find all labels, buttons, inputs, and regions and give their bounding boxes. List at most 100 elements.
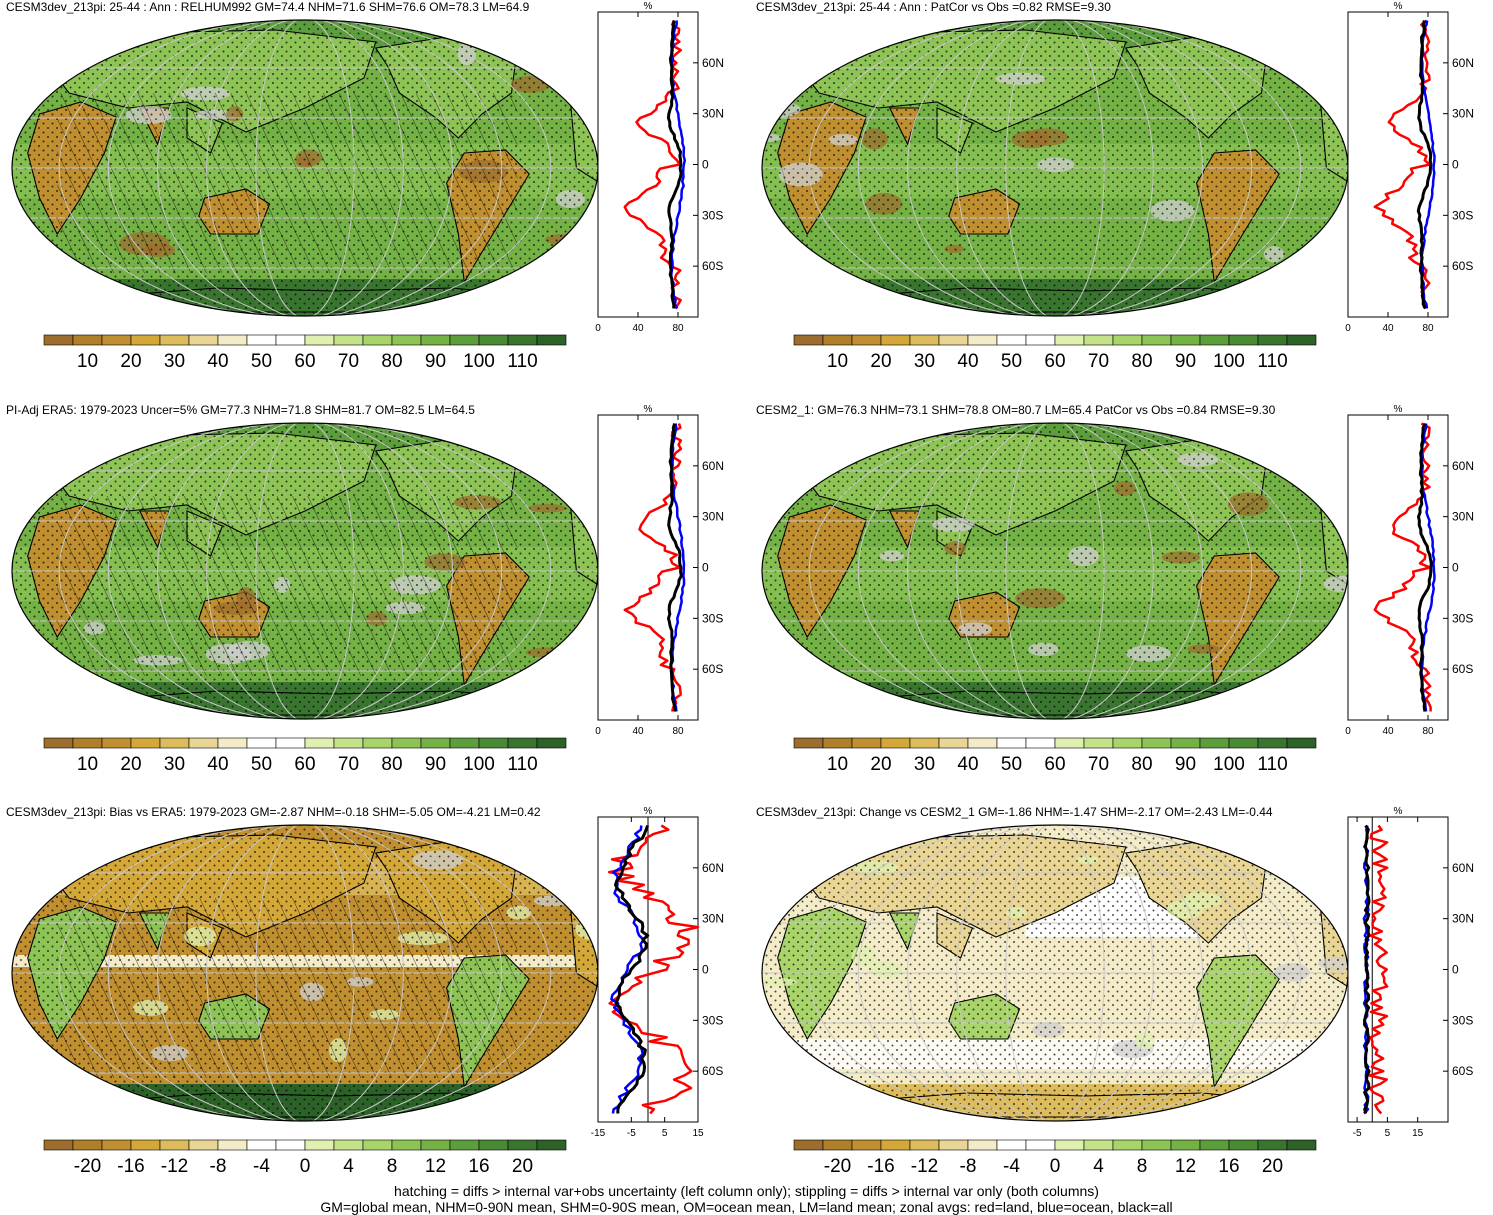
colorbar-swatch (43, 737, 74, 749)
zonal-lat-label: 60S (702, 662, 723, 676)
colorbar-swatch (304, 334, 335, 346)
colorbar-swatch (1228, 334, 1259, 346)
colorbar-swatch (793, 334, 824, 346)
colorbar-swatch (362, 737, 393, 749)
zonal-unit-label: % (1394, 404, 1403, 415)
colorbar-swatch (909, 334, 940, 346)
zonal-lat-label: 0 (702, 963, 709, 977)
colorbar-swatch (1257, 334, 1288, 346)
zonal-x-tick-label: -5 (1353, 1128, 1362, 1139)
world-map (11, 422, 599, 720)
colorbar-swatch (1170, 1139, 1201, 1151)
zonal-lat-label: 60N (1452, 56, 1474, 70)
colorbar-swatch (188, 737, 219, 749)
colorbar-swatch (362, 1139, 393, 1151)
colorbar-label: -16 (117, 1156, 144, 1177)
colorbar-label: 50 (1001, 351, 1022, 372)
zonal-all-curve (1416, 20, 1433, 310)
colorbar-swatch (72, 334, 103, 346)
colorbar-swatch (851, 1139, 882, 1151)
colorbar-swatch (130, 1139, 161, 1151)
colorbar-label: 40 (207, 351, 228, 372)
colorbar-label: 100 (1213, 754, 1245, 775)
colorbar-label: -4 (1003, 1156, 1020, 1177)
world-map (761, 19, 1349, 317)
zonal-x-tick-label: 80 (1422, 323, 1434, 334)
map-panel: % 60N 30N 0 30S 60S 0 40 80 10 20 30 40 50 60 70 80 90 100… (0, 403, 746, 805)
colorbar-swatch (72, 737, 103, 749)
colorbar-swatch (420, 334, 451, 346)
colorbar-swatch (333, 1139, 364, 1151)
colorbar-label: 70 (338, 754, 359, 775)
colorbar-swatch (822, 737, 853, 749)
colorbar-swatch (793, 1139, 824, 1151)
colorbar-swatch (996, 1139, 1027, 1151)
colorbar-swatch (1025, 1139, 1056, 1151)
colorbar-swatch (1025, 737, 1056, 749)
colorbar-swatch (967, 334, 998, 346)
colorbar-label: -8 (210, 1156, 227, 1177)
panel-graphics: % 60N 30N 0 30S 60S 0 40 80 10 20 30 40 50 60 70 80 90 100… (761, 1, 1474, 372)
colorbar-swatch (391, 1139, 422, 1151)
colorbar-label: 60 (294, 754, 315, 775)
colorbar-label: 80 (381, 754, 402, 775)
colorbar-label: 30 (164, 754, 185, 775)
colorbar-swatch (420, 1139, 451, 1151)
colorbar-swatch (420, 737, 451, 749)
colorbar-label: 50 (1001, 754, 1022, 775)
panel-graphics: % 60N 30N 0 30S 60S 0 40 80 10 20 30 40 50 60 70 80 90 100… (11, 1, 724, 372)
colorbar-label: -16 (867, 1156, 894, 1177)
colorbar-swatch (1083, 334, 1114, 346)
colorbar-swatch (536, 737, 567, 749)
zonal-all-curve (614, 824, 650, 1114)
zonal-all-curve (1417, 422, 1433, 712)
zonal-x-tick-label: 0 (595, 323, 601, 334)
colorbar-swatch (996, 737, 1027, 749)
colorbar-label: 20 (870, 754, 891, 775)
panel-title: CESM3dev_213pi: 25-44 : Ann : RELHUM992 … (6, 0, 530, 14)
zonal-lat-label: 30S (1452, 611, 1473, 625)
colorbar-label: 20 (512, 1156, 533, 1177)
colorbar-label: 10 (77, 754, 98, 775)
colorbar-swatch (938, 334, 969, 346)
colorbar-label: 50 (251, 754, 272, 775)
panel-graphics: % 60N 30N 0 30S 60S 0 40 80 10 20 30 40 50 60 70 80 90 100… (761, 404, 1474, 775)
zonal-land-curve (1368, 824, 1389, 1115)
zonal-x-tick-label: 15 (1412, 1128, 1424, 1139)
colorbar-swatch (101, 737, 132, 749)
colorbar-swatch (304, 737, 335, 749)
colorbar-label: 80 (1131, 351, 1152, 372)
colorbar-label: -12 (161, 1156, 188, 1177)
zonal-lat-label: 30N (1452, 912, 1474, 926)
zonal-x-tick-label: 80 (672, 726, 684, 737)
colorbar-swatch (536, 1139, 567, 1151)
colorbar-label: 12 (425, 1156, 446, 1177)
colorbar-swatch (880, 737, 911, 749)
world-map (11, 19, 599, 317)
zonal-x-tick-label: 40 (632, 323, 644, 334)
colorbar-swatch (478, 737, 509, 749)
zonal-x-tick-label: 15 (692, 1128, 704, 1139)
colorbar-swatch (217, 1139, 248, 1151)
zonal-lat-label: 0 (702, 158, 709, 172)
colorbar-label: 30 (914, 754, 935, 775)
colorbar-swatch (449, 737, 480, 749)
colorbar-swatch (880, 1139, 911, 1151)
colorbar-swatch (101, 334, 132, 346)
colorbar-swatch (1025, 334, 1056, 346)
colorbar-label: 10 (827, 754, 848, 775)
zonal-lat-label: 30S (702, 1013, 723, 1027)
colorbar-swatch (188, 334, 219, 346)
colorbar-swatch (101, 1139, 132, 1151)
map-panel: % 60N 30N 0 30S 60S -15 -5 5 15 -20 -16 -12 -8 -4 0 4 8 12… (0, 805, 746, 1207)
colorbar-swatch (507, 334, 538, 346)
colorbar-label: 12 (1175, 1156, 1196, 1177)
zonal-lat-label: 30S (1452, 208, 1473, 222)
colorbar-swatch (1112, 737, 1143, 749)
colorbar-label: 8 (1137, 1156, 1148, 1177)
colorbar-swatch (1257, 1139, 1288, 1151)
colorbar-label: 60 (1044, 754, 1065, 775)
colorbar-label: 30 (914, 351, 935, 372)
zonal-lat-label: 30N (1452, 510, 1474, 524)
zonal-lat-label: 30S (702, 611, 723, 625)
